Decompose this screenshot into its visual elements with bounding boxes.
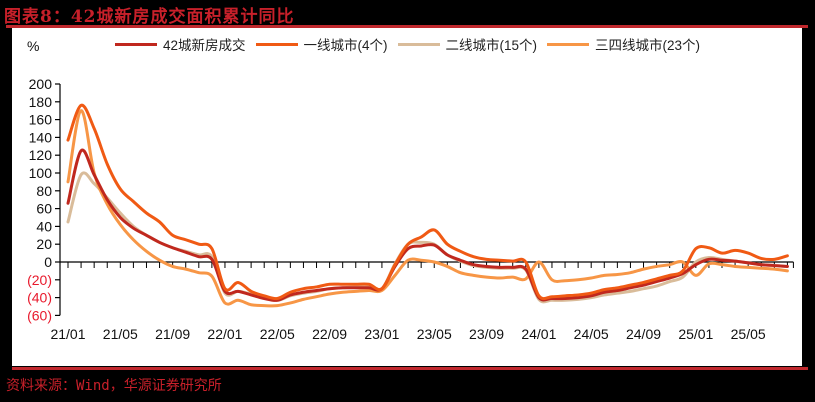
x-tick-label: 22/09: [312, 326, 347, 342]
x-tick-label: 21/05: [103, 326, 138, 342]
x-tick-label: 24/09: [626, 326, 661, 342]
y-tick-label: 40: [36, 218, 52, 234]
y-tick-label: 200: [29, 76, 53, 92]
legend-item-tier1: 一线城市(4个): [255, 34, 388, 54]
y-axis-unit: %: [27, 38, 40, 54]
x-tick-label: 22/05: [260, 326, 295, 342]
y-tick-label: 100: [29, 165, 53, 181]
legend-swatch-tier34: [547, 42, 590, 46]
x-axis: 21/01 21/05 21/09 22/01 22/05 22/09 23/01 23/05…: [50, 261, 794, 342]
title-bar: 图表8：42城新房成交面积累计同比: [0, 0, 815, 28]
x-tick-label: 22/01: [207, 326, 242, 342]
chart-panel: [12, 28, 802, 366]
figure-title: 图表8：42城新房成交面积累计同比: [4, 7, 295, 27]
legend-label: 一线城市(4个): [303, 38, 388, 53]
series-line-3: [66, 109, 789, 308]
footer-divider: [12, 367, 808, 370]
legend-item-42-cities: 42城新房成交: [115, 34, 246, 54]
x-tick-label: 23/05: [417, 326, 452, 342]
legend-label: 三四线城市(23个): [595, 38, 701, 53]
legend-label: 二线城市(15个): [445, 38, 538, 53]
y-tick-label: 0: [44, 254, 52, 270]
x-tick-label: 21/09: [155, 326, 190, 342]
x-tick-label: 23/01: [364, 326, 399, 342]
legend-item-tier34: 三四线城市(23个): [547, 34, 700, 54]
source-note: 资料来源：Wind，华源证券研究所: [6, 378, 222, 394]
series-lines: [66, 103, 789, 308]
y-tick-label: (40): [27, 290, 52, 306]
x-tick-label: 24/01: [521, 326, 556, 342]
chart-legend: 42城新房成交 一线城市(4个) 二线城市(15个) 三四线城市(23个): [115, 34, 700, 54]
series-line-0: [66, 148, 789, 302]
y-tick-label: 60: [36, 201, 52, 217]
title-divider: [6, 25, 808, 28]
y-tick-label: 120: [29, 147, 53, 163]
y-tick-label: 160: [29, 112, 53, 128]
legend-item-tier2: 二线城市(15个): [397, 34, 538, 54]
y-tick-label: 20: [36, 236, 52, 252]
legend-swatch-tier1: [255, 42, 298, 46]
legend-swatch-tier2: [397, 42, 440, 46]
legend-swatch-42-cities: [115, 42, 157, 46]
x-tick-label: 24/05: [574, 326, 609, 342]
y-tick-label: (60): [27, 307, 52, 323]
legend-label: 42城新房成交: [163, 38, 246, 53]
x-tick-label: 25/01: [678, 326, 713, 342]
y-tick-label: 140: [29, 129, 53, 145]
x-tick-label: 23/09: [469, 326, 504, 342]
x-tick-label: 21/01: [50, 326, 85, 342]
x-tick-label: 25/05: [731, 326, 766, 342]
series-line-1: [66, 103, 789, 301]
y-tick-label: 180: [29, 94, 53, 110]
y-tick-label: 80: [36, 183, 52, 199]
y-tick-label: (20): [27, 272, 52, 288]
